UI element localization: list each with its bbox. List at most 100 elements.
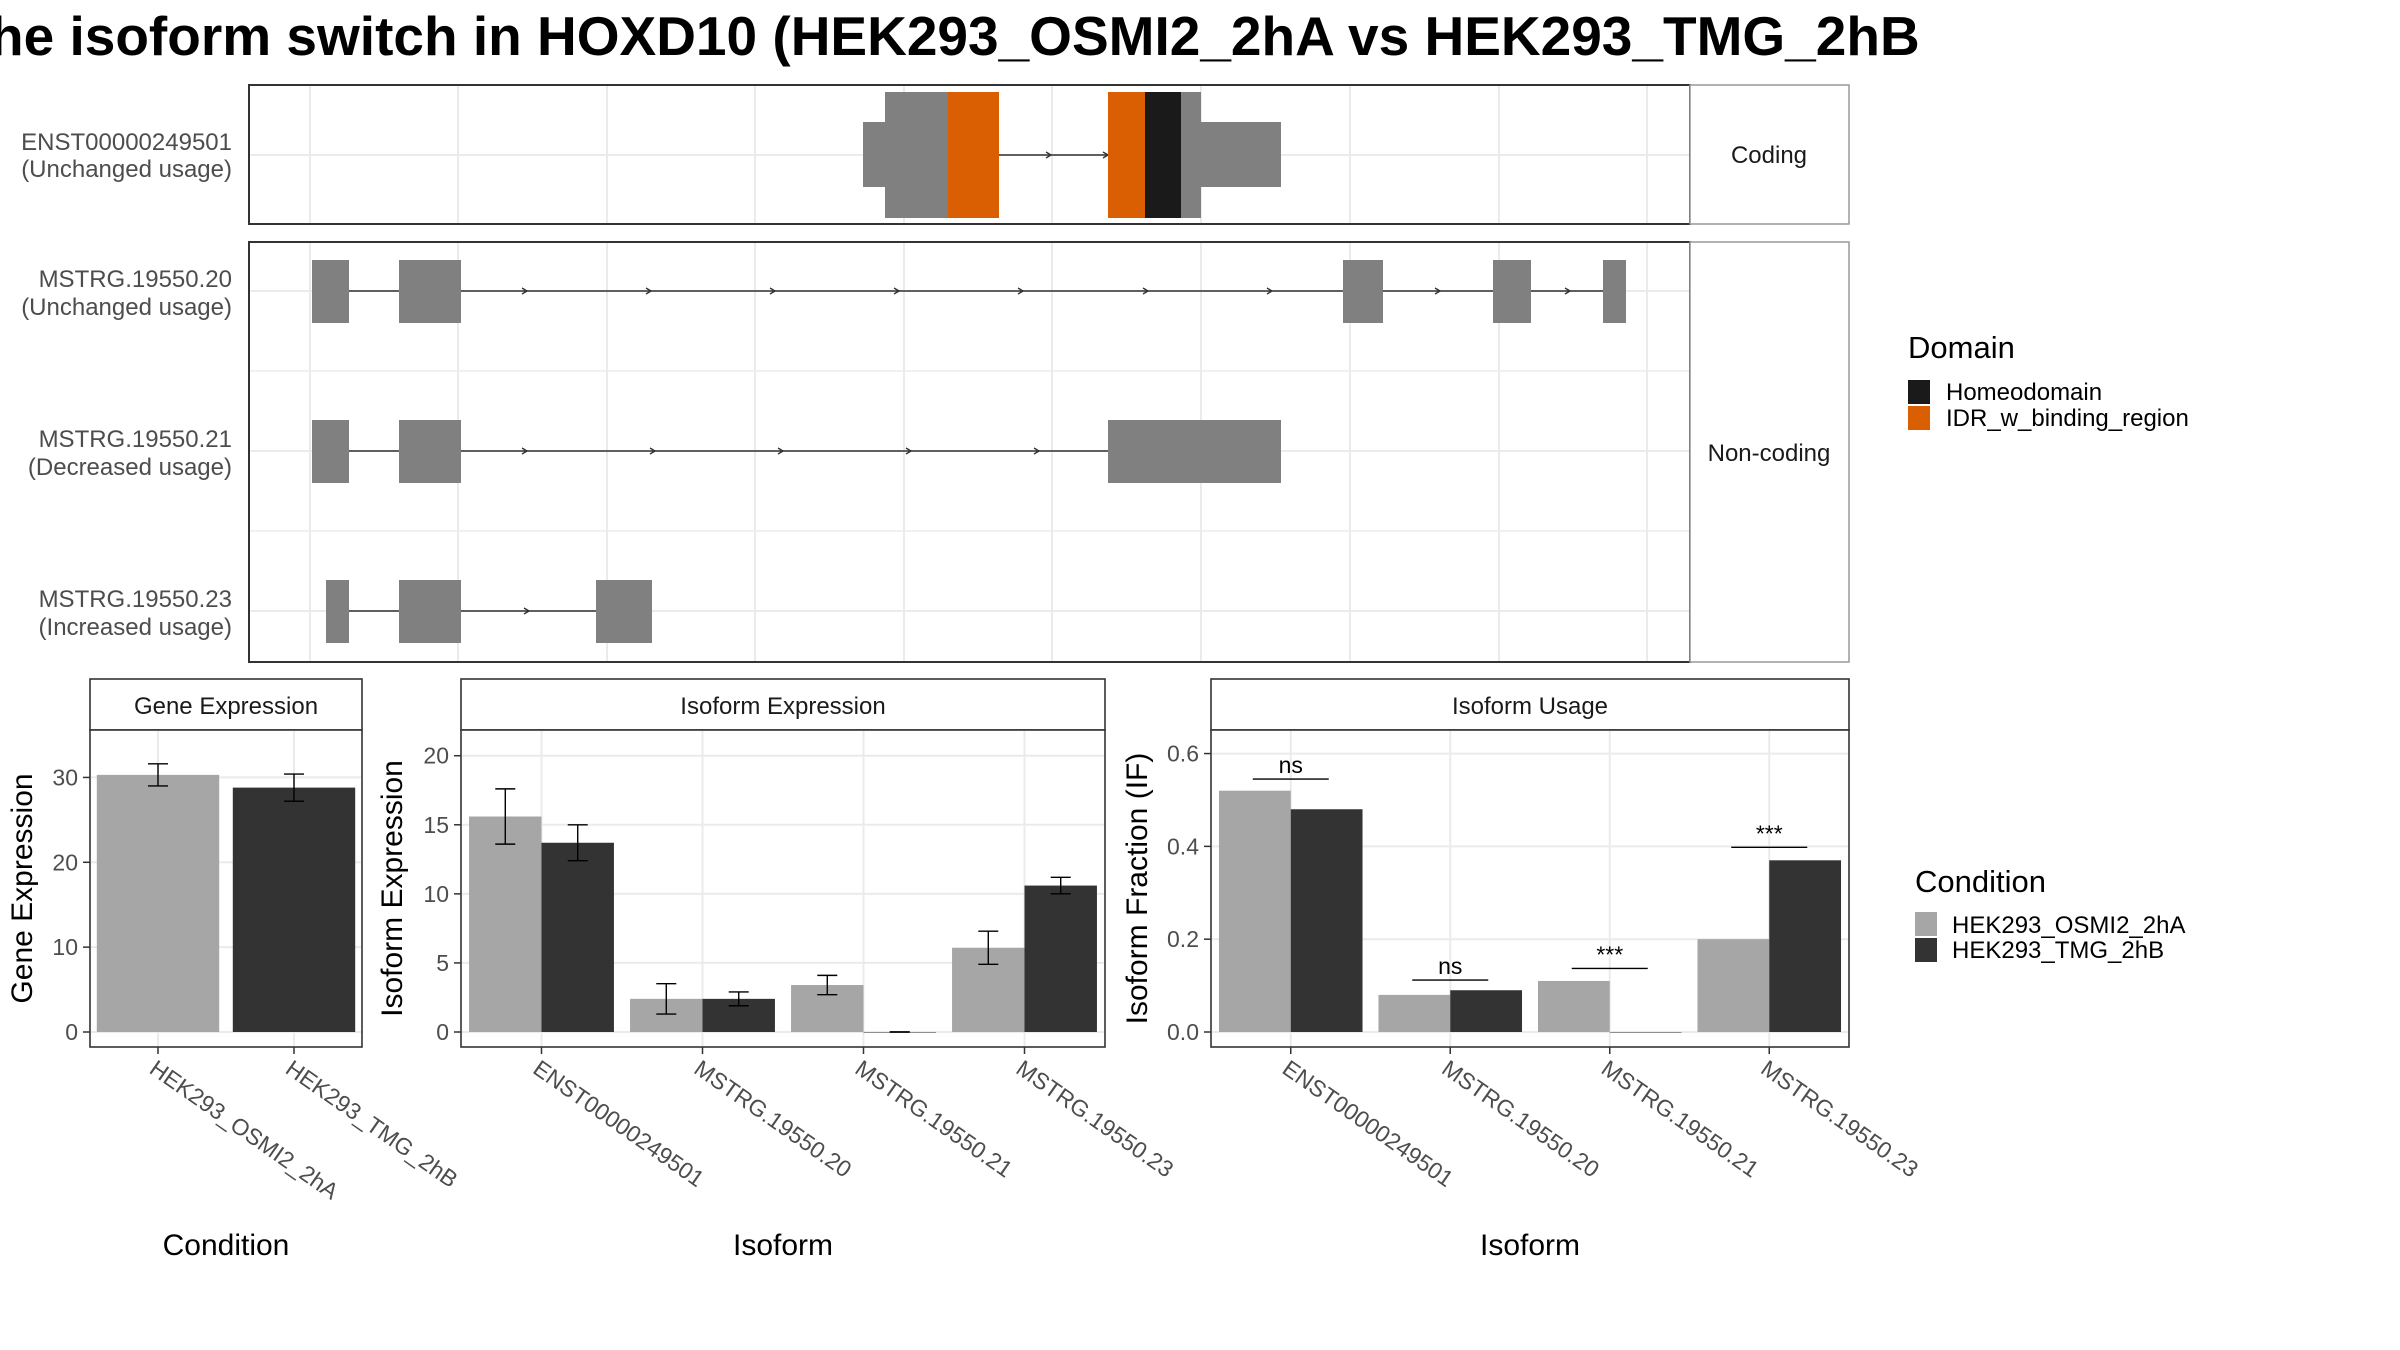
exon <box>399 420 461 483</box>
y-tick-label: 0.2 <box>1167 926 1199 952</box>
isoform-usage-label: (Unchanged usage) <box>21 294 232 321</box>
facet-strip-coding <box>1689 84 1850 225</box>
intron-arrow <box>769 287 777 295</box>
bar <box>1024 885 1097 1032</box>
facet-label-coding: Coding <box>1731 142 1807 169</box>
exon <box>1493 260 1531 323</box>
x-tick-label: ENST00000249501 <box>529 1055 709 1192</box>
exon <box>1108 420 1281 483</box>
chart-panel: Isoform Usage 0.0 0.2 0.4 0.6 ENST00000249501… <box>1121 678 1923 1262</box>
bar <box>96 774 220 1032</box>
y-tick-label: 10 <box>423 881 449 907</box>
intron-arrow <box>521 447 529 455</box>
chart-panel: Isoform Expression 0 5 10 15 20 ENST0000024950… <box>376 678 1179 1262</box>
y-axis-title: Isoform Expression <box>376 760 409 1017</box>
y-tick-label: 0.4 <box>1167 833 1199 859</box>
y-tick-label: 0.6 <box>1167 741 1199 767</box>
x-tick-label: MSTRG.19550.23 <box>1012 1055 1179 1183</box>
facet-label-noncoding: Non-coding <box>1708 440 1831 467</box>
significance-label: *** <box>1756 820 1783 846</box>
significance-label: ns <box>1279 752 1303 778</box>
y-tick-label: 20 <box>423 743 449 769</box>
significance-label: ns <box>1438 953 1462 979</box>
domain-legend: Domain Homeodomain IDR_w_binding_region <box>1908 330 2189 432</box>
bar <box>1290 809 1363 1032</box>
y-axis-title: Gene Expression <box>6 773 39 1003</box>
coding-exon <box>1181 92 1201 218</box>
x-tick-label: MSTRG.19550.21 <box>851 1055 1018 1183</box>
intron-arrow <box>1266 287 1274 295</box>
x-tick-label: MSTRG.19550.20 <box>1437 1055 1604 1183</box>
utr-exon <box>1201 122 1281 187</box>
intron-arrow <box>777 447 785 455</box>
facet-strip-label: Isoform Usage <box>1452 693 1608 720</box>
domain-homeodomain <box>1145 92 1181 218</box>
y-tick-label: 5 <box>436 950 449 976</box>
exon <box>596 580 652 643</box>
legend-label-homeodomain: Homeodomain <box>1946 379 2102 406</box>
intron-arrow <box>1033 447 1041 455</box>
x-tick-label: ENST00000249501 <box>1278 1055 1458 1192</box>
bar <box>1609 1032 1682 1033</box>
x-tick-label: MSTRG.19550.20 <box>690 1055 857 1183</box>
intron-arrow <box>1142 287 1150 295</box>
legend-swatch-cond-a <box>1915 912 1937 936</box>
coding-exon <box>885 92 948 218</box>
legend-swatch-homeodomain <box>1908 380 1930 404</box>
significance-label: *** <box>1596 941 1623 967</box>
bar-panels: Gene Expression0102030HEK293_OSMI2_2hAHE… <box>6 678 1923 1262</box>
x-axis-title: Condition <box>163 1229 290 1262</box>
facet-strip-label: Isoform Expression <box>680 693 885 720</box>
y-tick-label: 0.0 <box>1167 1019 1199 1045</box>
legend-swatch-idr <box>1908 406 1930 430</box>
y-tick-label: 0 <box>436 1019 449 1045</box>
bar <box>541 842 614 1032</box>
intron-arrow <box>1434 287 1442 295</box>
y-tick-label: 15 <box>423 812 449 838</box>
domain-idr <box>948 92 999 218</box>
domain-legend-title: Domain <box>1908 330 2015 365</box>
bar <box>469 816 542 1032</box>
domain-idr <box>1108 92 1145 218</box>
exon <box>1343 260 1383 323</box>
bar <box>1450 990 1523 1032</box>
facet-strip-noncoding <box>1689 241 1850 663</box>
transcript-tracks <box>312 92 1626 643</box>
legend-label-idr: IDR_w_binding_region <box>1946 405 2189 432</box>
intron-arrow <box>1045 151 1053 159</box>
isoform-label: ENST00000249501 <box>21 129 232 156</box>
legend-label-cond-a: HEK293_OSMI2_2hA <box>1952 912 2185 939</box>
x-tick-label: MSTRG.19550.21 <box>1597 1055 1764 1183</box>
bar <box>1769 860 1842 1032</box>
isoform-usage-label: (Unchanged usage) <box>21 156 232 183</box>
intron-arrow <box>1564 287 1572 295</box>
exon <box>326 580 349 643</box>
y-tick-label: 30 <box>52 764 78 790</box>
isoform-label: MSTRG.19550.23 <box>39 586 232 613</box>
bar <box>1218 790 1291 1032</box>
intron-arrow <box>1017 287 1025 295</box>
intron-arrow <box>645 287 653 295</box>
intron-arrow <box>521 287 529 295</box>
condition-legend: Condition HEK293_OSMI2_2hA HEK293_TMG_2h… <box>1915 864 2185 964</box>
exon <box>312 260 349 323</box>
y-tick-label: 20 <box>52 849 78 875</box>
intron-arrow <box>893 287 901 295</box>
y-tick-label: 0 <box>65 1019 78 1045</box>
intron-arrow <box>523 607 531 615</box>
bar <box>1537 980 1610 1032</box>
bar <box>1378 994 1451 1032</box>
facet-strip <box>1210 678 1850 731</box>
bar <box>1697 939 1770 1032</box>
facet-strip-label: Gene Expression <box>134 693 318 720</box>
x-axis-title: Isoform <box>733 1229 833 1262</box>
figure-title: he isoform switch in HOXD10 (HEK293_OSMI… <box>0 5 1920 67</box>
isoform-usage-label: (Decreased usage) <box>28 454 232 481</box>
isoform-label: MSTRG.19550.21 <box>39 426 232 453</box>
legend-swatch-cond-b <box>1915 938 1937 962</box>
utr-exon <box>863 122 885 187</box>
isoform-label: MSTRG.19550.20 <box>39 266 232 293</box>
x-tick-label: MSTRG.19550.23 <box>1756 1055 1923 1183</box>
x-axis-title: Isoform <box>1480 1229 1580 1262</box>
